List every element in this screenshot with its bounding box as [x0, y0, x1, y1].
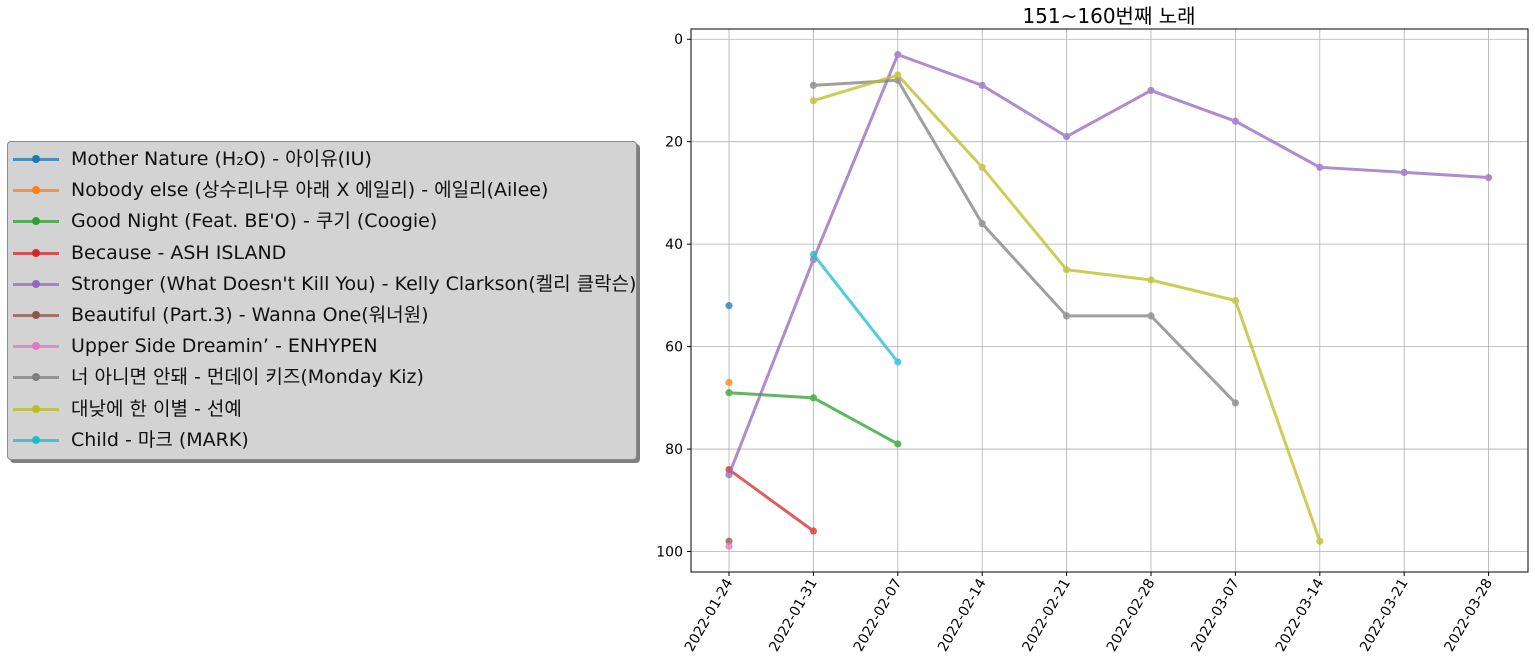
- legend-marker-swatch: [32, 435, 40, 444]
- legend-label: 너 아니면 안돼 - 먼데이 키즈(Monday Kiz): [71, 366, 424, 389]
- chart-title: 151~160번째 노래: [1022, 4, 1195, 28]
- legend-item: Good Night (Feat. BE'O) - 쿠기 (Coogie): [8, 206, 636, 237]
- data-point: [809, 81, 818, 89]
- data-point: [1231, 296, 1239, 305]
- legend-label: Stronger (What Doesn't Kill You) - Kelly…: [71, 272, 637, 295]
- grid: [691, 29, 1528, 572]
- plot-frame: [690, 28, 1529, 573]
- legend-item: 너 아니면 안돼 - 먼데이 키즈(Monday Kiz): [8, 362, 636, 393]
- legend-marker-swatch: [32, 186, 40, 195]
- legend-label: Child - 마크 (MARK): [71, 428, 249, 451]
- legend-label: Because - ASH ISLAND: [71, 241, 287, 264]
- data-point: [809, 250, 818, 258]
- data-point: [978, 220, 986, 228]
- data-point: [1147, 276, 1155, 284]
- x-tick-label: 2022-02-28: [1104, 576, 1159, 654]
- y-tick-label: 100: [656, 545, 683, 561]
- legend-marker-swatch: [32, 404, 40, 413]
- series-line: [727, 53, 1491, 477]
- x-tick-label: 2022-03-14: [1273, 576, 1328, 655]
- data-point: [978, 81, 986, 89]
- x-tick-label: 2022-03-28: [1442, 576, 1497, 654]
- series-5: [725, 537, 733, 545]
- legend-item: Stronger (What Doesn't Kill You) - Kelly…: [8, 269, 636, 300]
- axes: 0 20 40 60 80 100 2022-01-24 2022-01-31 2022-02-…: [656, 32, 1496, 654]
- data-point: [894, 358, 902, 366]
- legend-label: Good Night (Feat. BE'O) - 쿠기 (Coogie): [71, 210, 438, 233]
- data-point: [1231, 399, 1239, 407]
- data-point: [894, 51, 902, 59]
- y-tick-label: 80: [665, 442, 683, 458]
- legend-marker-swatch: [32, 373, 40, 382]
- legend-marker-swatch: [32, 342, 40, 351]
- series-line: [811, 78, 1237, 405]
- data-point: [1147, 86, 1155, 95]
- chart-legend: Mother Nature (H₂O) - 아이유(IU) Nobody else…: [7, 141, 637, 460]
- legend-label: Nobody else (상수리나무 아래 X 에일리) - 에일리(Ailee…: [71, 179, 549, 202]
- series-8: [809, 71, 1324, 545]
- series-0: [725, 302, 733, 310]
- series-6: [725, 542, 733, 550]
- legend-label: 대낮에 한 이별 - 선예: [71, 397, 242, 420]
- data-point: [725, 471, 733, 479]
- data-point: [725, 389, 733, 397]
- x-tick-label: 2022-03-07: [1188, 576, 1243, 654]
- data-point: [725, 537, 733, 545]
- legend-marker-swatch: [32, 155, 40, 163]
- legend-item: Because - ASH ISLAND: [8, 238, 636, 269]
- legend-item: 대낮에 한 이별 - 선예: [8, 394, 636, 425]
- legend-item: Upper Side Dreamin’ - ENHYPEN: [8, 331, 636, 362]
- legend-marker-swatch: [32, 311, 40, 319]
- legend-label: Mother Nature (H₂O) - 아이유(IU): [71, 148, 372, 170]
- y-tick-label: 0: [674, 32, 683, 48]
- series-3: [725, 465, 818, 535]
- data-point: [809, 97, 818, 105]
- legend-item: Mother Nature (H₂O) - 아이유(IU): [8, 144, 636, 175]
- data-point: [1063, 266, 1071, 274]
- data-point: [894, 71, 902, 79]
- data-point: [894, 440, 902, 448]
- legend-label: Upper Side Dreamin’ - ENHYPEN: [71, 335, 378, 358]
- data-point: [725, 302, 733, 310]
- series-lines: [725, 51, 1493, 550]
- data-point: [725, 378, 733, 387]
- y-tick-label: 60: [665, 340, 683, 356]
- x-tick-label: 2022-02-07: [851, 576, 906, 654]
- data-point: [1147, 312, 1155, 320]
- data-point: [1316, 537, 1324, 545]
- data-point: [809, 527, 818, 535]
- x-tick-label: 2022-02-14: [935, 576, 990, 655]
- series-4: [725, 51, 1493, 479]
- data-point: [1485, 173, 1493, 182]
- legend-marker-swatch: [32, 248, 40, 257]
- x-tick-label: 2022-01-24: [682, 576, 737, 655]
- y-tick-label: 20: [665, 135, 683, 151]
- legend-item: Beautiful (Part.3) - Wanna One(워너원): [8, 300, 636, 331]
- data-point: [725, 542, 733, 550]
- data-point: [1231, 117, 1239, 125]
- series-7: [809, 76, 1239, 407]
- x-tick-label: 2022-03-21: [1357, 576, 1412, 654]
- series-line: [727, 468, 815, 533]
- data-point: [1063, 312, 1071, 320]
- series-9: [809, 250, 902, 366]
- legend-marker-swatch: [32, 217, 40, 226]
- x-tick-label: 2022-01-31: [766, 576, 821, 654]
- series-1: [725, 378, 733, 387]
- legend-item: Nobody else (상수리나무 아래 X 에일리) - 에일리(Ailee…: [8, 175, 636, 206]
- data-point: [1400, 168, 1408, 177]
- x-tick-label: 2022-02-21: [1020, 576, 1075, 654]
- data-point: [809, 394, 818, 402]
- legend-marker-swatch: [32, 279, 40, 288]
- legend-item: Child - 마크 (MARK): [8, 425, 636, 456]
- legend-label: Beautiful (Part.3) - Wanna One(워너원): [71, 304, 429, 326]
- series-2: [725, 389, 902, 448]
- series-line: [811, 252, 900, 364]
- data-point: [1063, 132, 1071, 141]
- data-point: [1316, 163, 1324, 171]
- y-tick-label: 40: [665, 237, 683, 253]
- data-point: [978, 163, 986, 171]
